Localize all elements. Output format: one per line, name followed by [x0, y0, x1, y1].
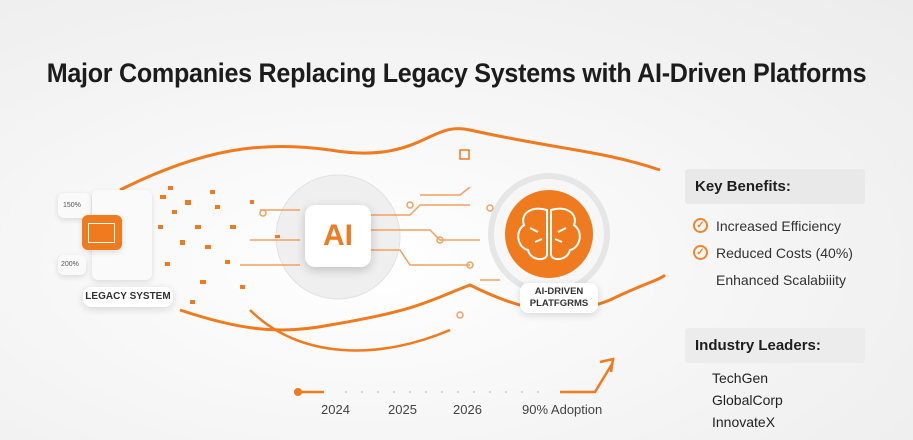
benefit-item: ✓ Increased Efficiency — [693, 212, 865, 239]
page-title: Major Companies Replacing Legacy Systems… — [46, 58, 867, 88]
industry-leaders-panel: Industry Leaders: TechGen GlobalCorp Inn… — [685, 328, 865, 433]
ai-driven-platforms-label: AI-DRIVEN PLATFGRMS — [520, 283, 598, 313]
legacy-orange-card — [82, 215, 122, 250]
check-circle-icon: ✓ — [693, 218, 708, 233]
check-circle-icon: ✓ — [693, 245, 708, 260]
timeline-label: 2025 — [388, 402, 417, 417]
benefit-item: Enhanced Scalabiiity — [716, 271, 846, 288]
data-particles — [158, 186, 280, 304]
arrow-up-icon — [599, 357, 615, 373]
inner-flow-curve — [249, 309, 451, 352]
flow-curves — [119, 127, 667, 352]
brain-icon — [517, 207, 581, 261]
benefit-item: ✓ Reduced Costs (40%) — [693, 239, 865, 266]
legacy-card-metric-2: 200% — [58, 255, 86, 275]
key-benefits-heading: Key Benefits: — [685, 169, 865, 204]
leader-item: InnovateX — [712, 414, 776, 430]
timeline-label: 90% Adoption — [522, 402, 603, 417]
key-benefits-panel: Key Benefits: ✓ Increased Efficiency ✓ Red… — [685, 169, 865, 293]
circuit-traces — [240, 186, 500, 319]
legacy-card-metric-1: 150% — [58, 193, 91, 218]
leader-item: GlobalCorp — [712, 392, 783, 408]
top-flow-curve — [119, 127, 661, 192]
industry-leaders-heading: Industry Leaders: — [685, 328, 865, 363]
ai-box: AI — [305, 205, 371, 267]
timeline-label: 2024 — [321, 402, 350, 417]
leader-item: TechGen — [712, 370, 769, 386]
legacy-system-label: LEGACY SYSTEM — [83, 287, 173, 307]
timeline-label: 2026 — [453, 402, 482, 417]
timeline-start-dot — [294, 388, 302, 396]
timeline-line — [294, 363, 614, 394]
document-icon — [88, 223, 115, 243]
doc-icon — [459, 149, 470, 160]
